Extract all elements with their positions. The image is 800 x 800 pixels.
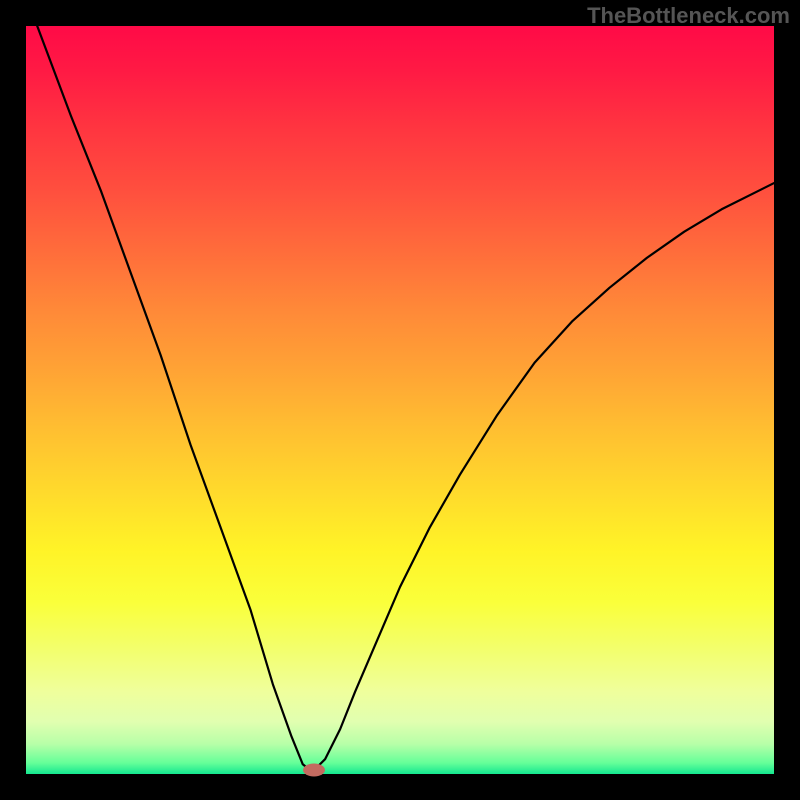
plot-area <box>26 26 774 774</box>
watermark-text: TheBottleneck.com <box>587 3 790 29</box>
optimum-marker <box>303 763 325 776</box>
curve-left-branch <box>26 26 310 770</box>
curve-right-branch <box>314 183 774 770</box>
bottleneck-curve <box>26 26 774 774</box>
